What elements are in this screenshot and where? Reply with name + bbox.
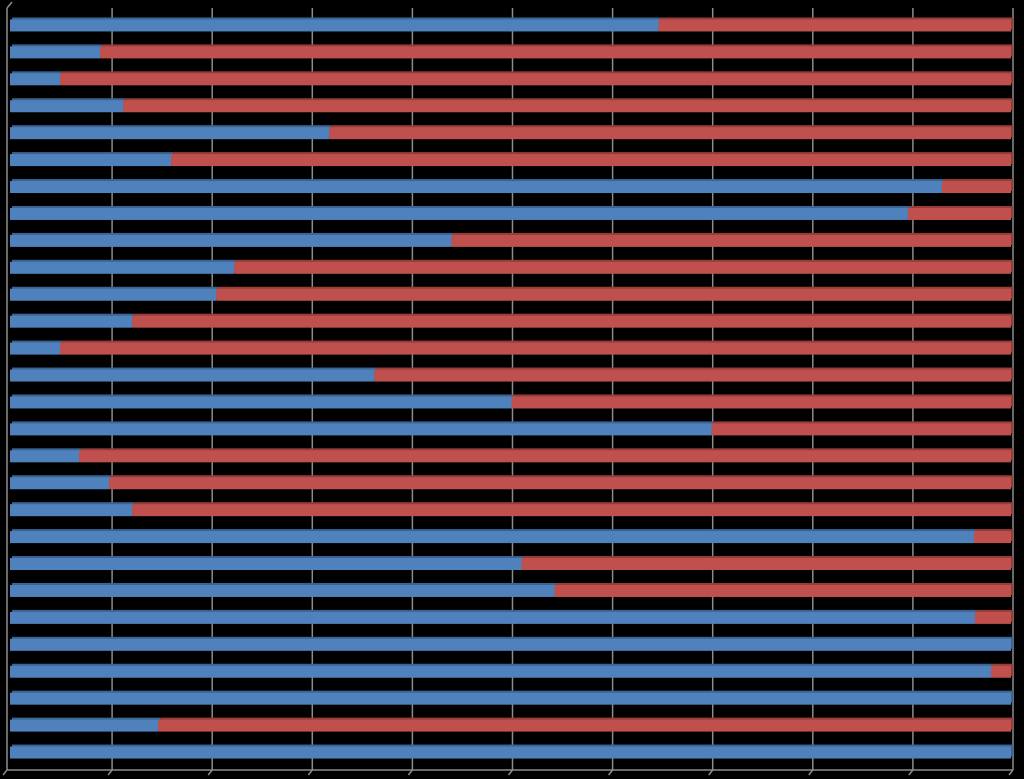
- bar-series-2: [374, 369, 1011, 382]
- bar-series-2: [554, 584, 1011, 597]
- bar-series-1: [10, 288, 217, 301]
- bar-series-2: [158, 719, 1011, 732]
- bar-series-1: [10, 558, 522, 571]
- bar-series-2: [329, 127, 1012, 140]
- bar-series-1: [10, 181, 942, 194]
- bar-series-2: [132, 504, 1011, 517]
- bar-series-2: [79, 450, 1012, 463]
- bar-series-1: [10, 46, 101, 59]
- bar-series-1: [10, 369, 375, 382]
- bar-series-1: [10, 665, 991, 678]
- gridline-tick: [507, 769, 514, 776]
- bar-series-2: [109, 477, 1011, 490]
- bar-series-1: [10, 154, 172, 167]
- gridline-tick: [107, 769, 113, 776]
- bar-series-1: [10, 100, 124, 113]
- gridline-tick: [608, 769, 614, 776]
- bar-series-1: [10, 638, 1011, 651]
- bar-series-1: [10, 584, 555, 597]
- gridline-tick: [307, 769, 313, 776]
- bar-series-2: [990, 665, 1011, 678]
- gridline-tick: [407, 769, 413, 776]
- bar-series-2: [907, 207, 1011, 220]
- bar-series-1: [10, 477, 110, 490]
- bar-series-2: [171, 154, 1011, 167]
- bar-series-1: [10, 127, 330, 140]
- bar-series-2: [123, 100, 1012, 113]
- gridline-tick: [1008, 769, 1014, 776]
- bar-series-1: [10, 396, 512, 409]
- gridlines: [107, 8, 1014, 776]
- bar-series-1: [10, 423, 712, 436]
- bar-series-1: [10, 611, 975, 624]
- bar-series-1: [10, 207, 908, 220]
- bar-series-1: [10, 73, 61, 86]
- bar-series-1: [10, 692, 1011, 705]
- bar-series-1: [10, 315, 133, 328]
- bar-series-2: [60, 342, 1012, 355]
- bar-series-2: [941, 181, 1011, 194]
- gridline-tick: [708, 769, 714, 776]
- bar-series-2: [658, 19, 1011, 32]
- x-axis-corner: [2, 769, 8, 776]
- bar-series-1: [10, 234, 452, 247]
- bar-series-1: [10, 261, 235, 274]
- bar-series-2: [100, 46, 1012, 59]
- gridline-tick: [908, 769, 914, 776]
- bar-series-2: [216, 288, 1011, 301]
- bar-series-1: [10, 342, 61, 355]
- gridline-tick: [207, 769, 213, 776]
- bar-series-2: [60, 73, 1012, 86]
- gridline-tick: [808, 769, 814, 776]
- bar-series-1: [10, 450, 80, 463]
- bar-series-1: [10, 719, 159, 732]
- bar-series-2: [974, 611, 1011, 624]
- bar-series-1: [10, 504, 133, 517]
- bar-series-1: [10, 19, 659, 32]
- bar-series-2: [132, 315, 1011, 328]
- y-axis-top-corner: [6, 1, 13, 9]
- bar-series-2: [711, 423, 1011, 436]
- bars: [10, 17, 1014, 759]
- bar-series-2: [234, 261, 1011, 274]
- bar-series-1: [10, 746, 1011, 759]
- bar-series-2: [973, 531, 1011, 544]
- bar-series-2: [451, 234, 1011, 247]
- bar-series-2: [511, 396, 1011, 409]
- bar-series-2: [521, 558, 1011, 571]
- bar-series-1: [10, 531, 974, 544]
